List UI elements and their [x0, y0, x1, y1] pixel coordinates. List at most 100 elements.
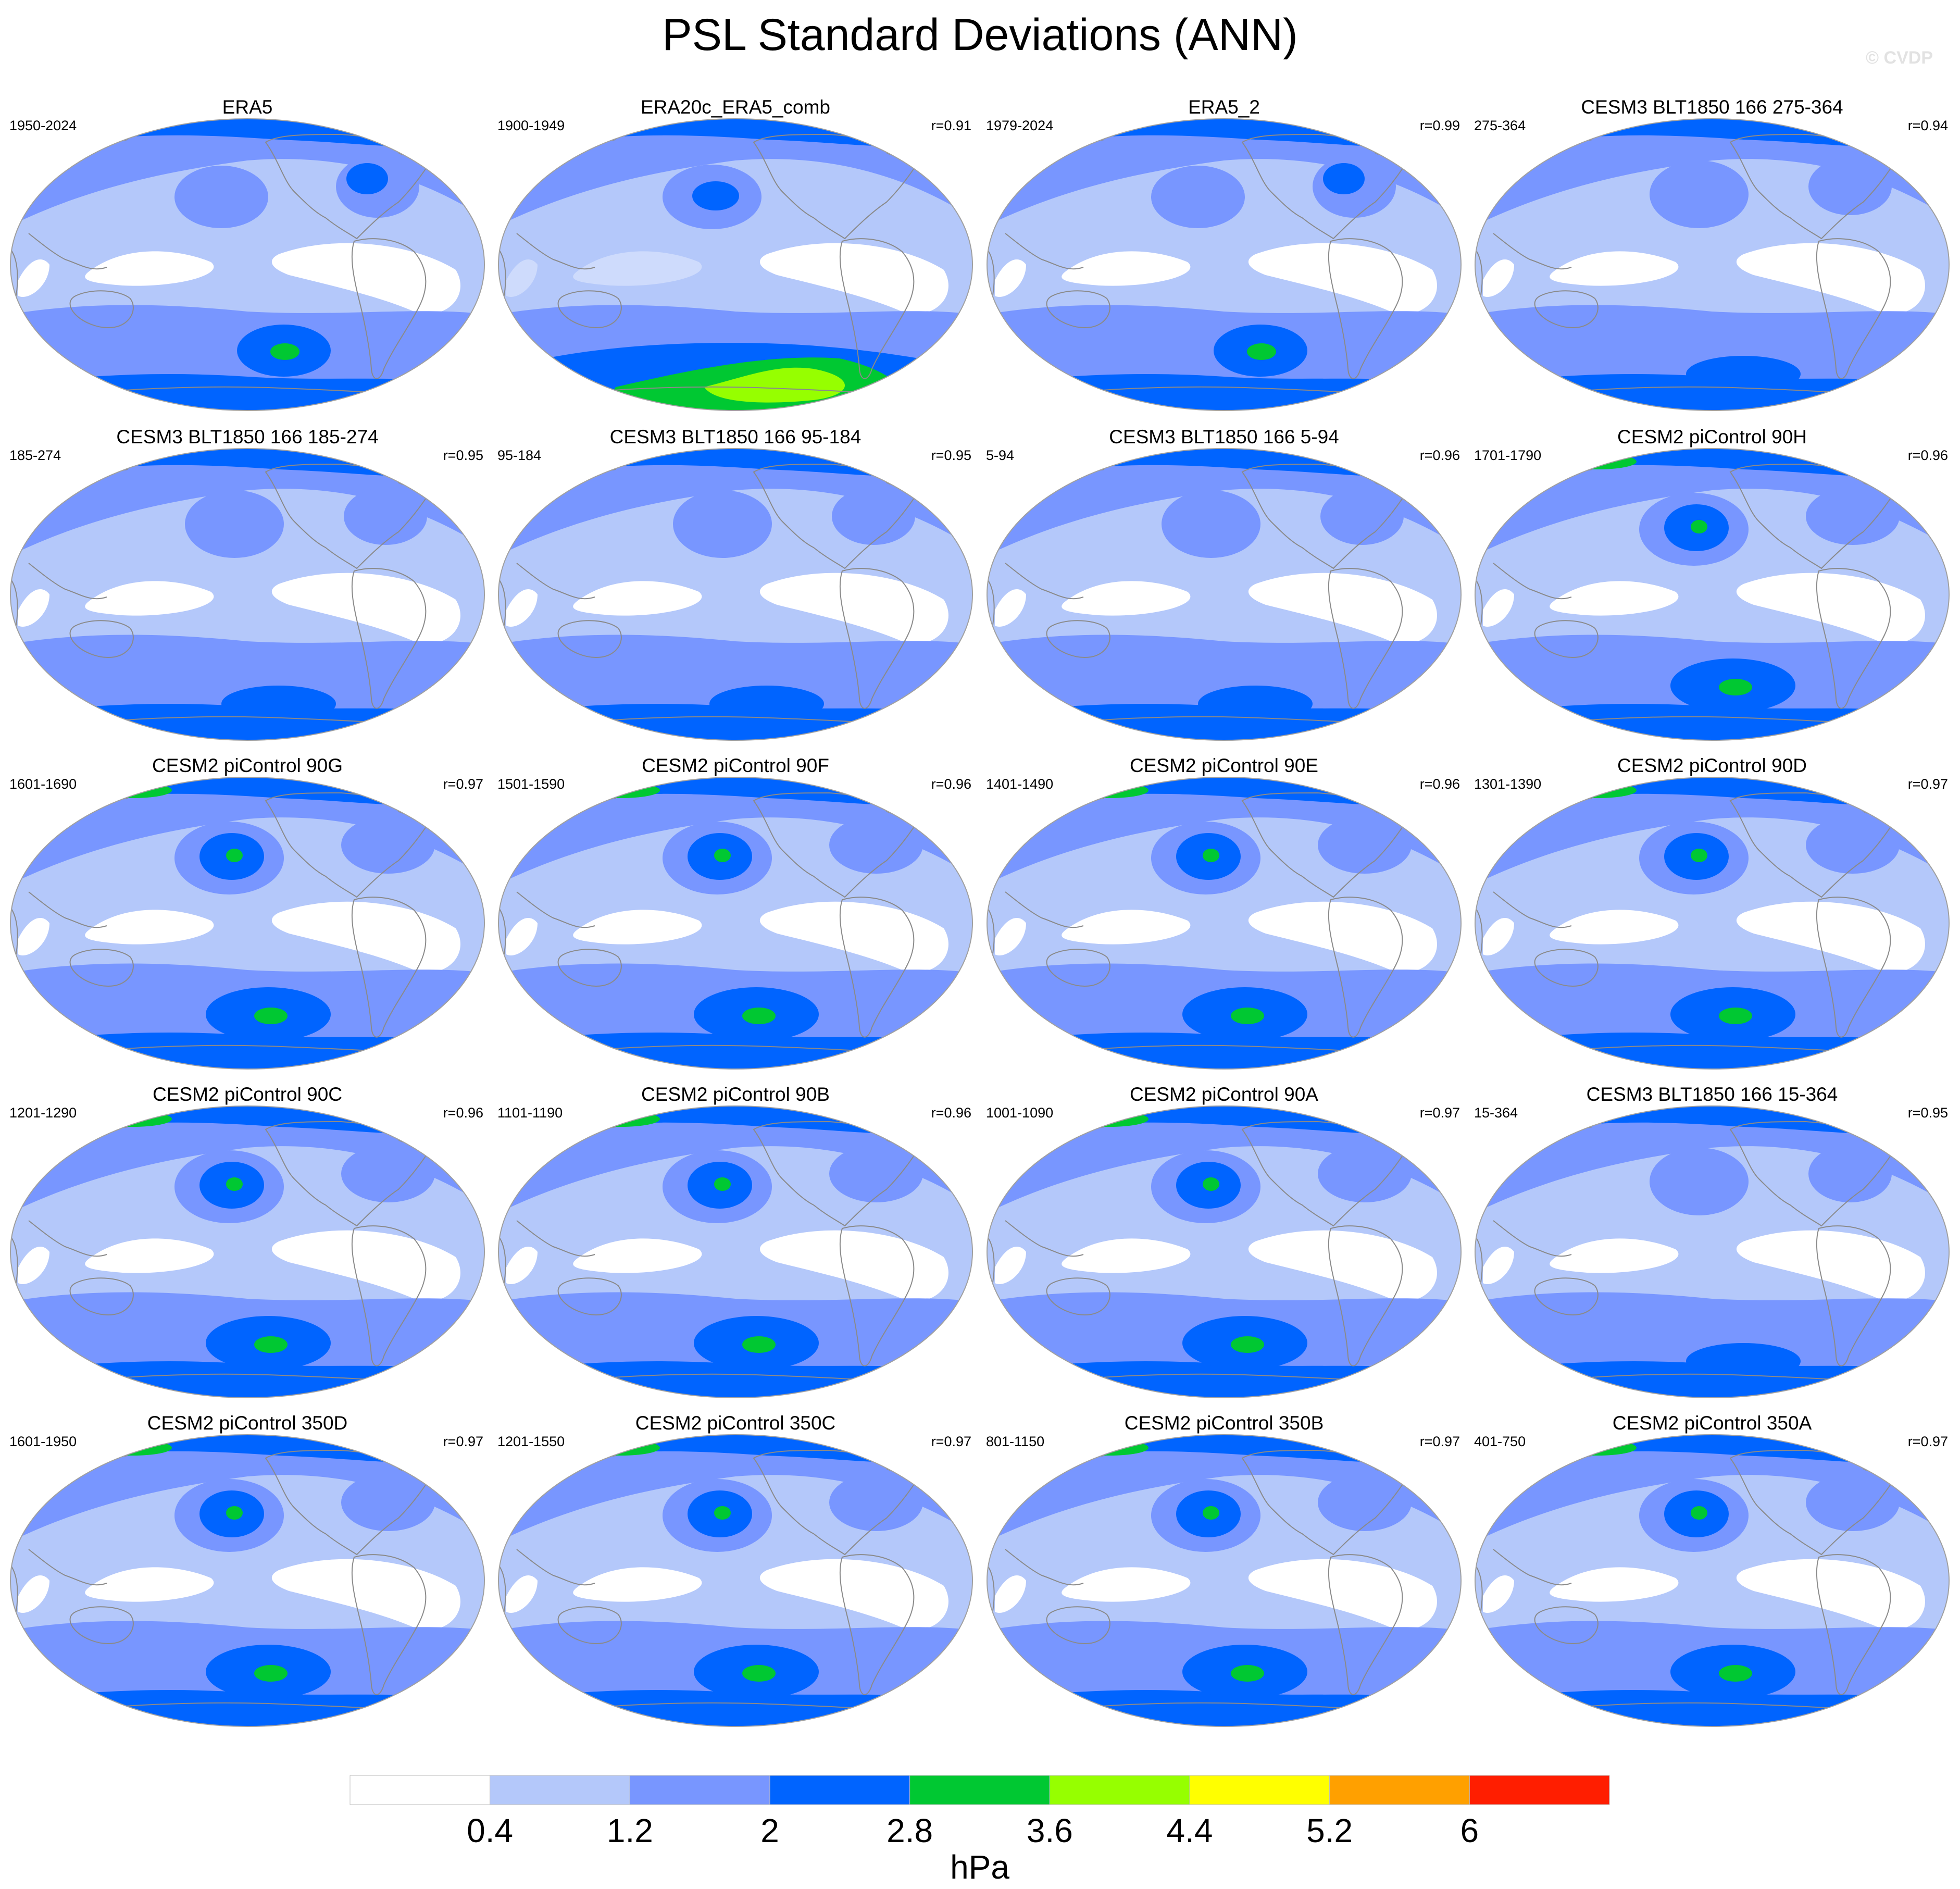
colorbar-units: hPa	[950, 1848, 1009, 1886]
map-frame	[987, 1434, 1462, 1727]
map-frame	[10, 1434, 485, 1727]
panel-correlation: r=0.97	[443, 776, 483, 792]
panel-correlation: r=0.96	[931, 776, 971, 792]
panel-title: CESM2 piControl 350C	[635, 1412, 836, 1434]
panel-years: 1979-2024	[986, 118, 1053, 133]
panel-title: CESM2 piControl 90D	[1617, 755, 1807, 776]
psl-stddev-contours	[10, 1435, 484, 1726]
panel-correlation: r=0.97	[1908, 1434, 1948, 1449]
panel-years: 1401-1490	[986, 776, 1053, 792]
panel-years: 15-364	[1474, 1105, 1518, 1121]
panel-correlation: r=0.94	[1908, 118, 1948, 133]
colorbar-swatch	[1469, 1775, 1610, 1805]
panel-title: CESM2 piControl 350A	[1613, 1412, 1812, 1434]
map-panel: CESM2 piControl 350A 401-750 r=0.97	[1474, 1412, 1950, 1727]
map-frame	[10, 1105, 485, 1398]
map-frame	[1475, 118, 1950, 411]
panel-title: CESM2 piControl 90C	[153, 1084, 342, 1105]
page-title: PSL Standard Deviations (ANN)	[662, 10, 1298, 60]
map-panel: ERA5 1950-2024	[9, 96, 485, 411]
colorbar-tick-label: 3.6	[1027, 1812, 1073, 1849]
panel-correlation: r=0.91	[931, 118, 971, 133]
panel-years: 1101-1190	[497, 1105, 563, 1121]
psl-stddev-contours	[1475, 1435, 1949, 1726]
psl-stddev-contours	[1475, 1106, 1949, 1398]
panel-correlation: r=0.95	[1908, 1105, 1948, 1121]
map-frame	[10, 118, 485, 411]
panel-title: CESM2 piControl 90F	[642, 755, 829, 776]
panel-title: CESM3 BLT1850 166 15-364	[1587, 1084, 1838, 1105]
panel-title: ERA20c_ERA5_comb	[641, 96, 830, 118]
panel-title: CESM2 piControl 90A	[1130, 1084, 1318, 1105]
panel-years: 1201-1550	[497, 1434, 565, 1449]
panel-title: CESM3 BLT1850 166 185-274	[116, 426, 378, 448]
panel-correlation: r=0.97	[1420, 1105, 1460, 1121]
panel-years: 5-94	[986, 448, 1014, 463]
panel-title: CESM2 piControl 350D	[147, 1412, 348, 1434]
panel-title: ERA5_2	[1188, 96, 1260, 118]
map-frame	[498, 1105, 973, 1398]
panel-years: 185-274	[9, 448, 61, 463]
colorbar-swatch	[490, 1775, 630, 1805]
map-panel-grid: ERA5 1950-2024 ERA20c_ERA5_comb 1900-1949 r=…	[9, 96, 1950, 1727]
map-frame	[498, 118, 973, 411]
panel-years: 1601-1950	[9, 1434, 77, 1449]
colorbar-swatch	[909, 1775, 1050, 1805]
map-frame	[1475, 1434, 1950, 1727]
psl-stddev-contours	[987, 777, 1461, 1069]
colorbar-swatch	[349, 1775, 491, 1805]
map-frame	[10, 777, 485, 1070]
map-frame	[498, 777, 973, 1070]
map-panel: CESM3 BLT1850 166 15-364 15-364 r=0.95	[1474, 1084, 1950, 1398]
panel-correlation: r=0.95	[931, 448, 971, 463]
panel-years: 1201-1290	[9, 1105, 77, 1121]
colorbar-tick-label: 2.8	[887, 1812, 933, 1849]
panel-correlation: r=0.95	[443, 448, 483, 463]
colorbar-tick-label: 6	[1460, 1812, 1479, 1849]
panel-title: CESM3 BLT1850 166 5-94	[1109, 426, 1339, 448]
map-panel: CESM2 piControl 90H 1701-1790 r=0.96	[1474, 426, 1950, 741]
panel-title: CESM3 BLT1850 166 95-184	[610, 426, 862, 448]
colorbar-swatch	[769, 1775, 910, 1805]
panel-years: 275-364	[1474, 118, 1526, 133]
panel-correlation: r=0.96	[443, 1105, 483, 1121]
panel-title: CESM3 BLT1850 166 275-364	[1581, 96, 1843, 118]
psl-stddev-contours	[1475, 777, 1949, 1069]
colorbar-swatch	[1049, 1775, 1190, 1805]
panel-title: ERA5	[222, 96, 273, 118]
colorbar-tick-label: 1.2	[607, 1812, 653, 1849]
map-frame	[987, 1105, 1462, 1398]
map-frame	[498, 448, 973, 741]
panel-title: CESM2 piControl 90H	[1617, 426, 1807, 448]
map-panel: CESM2 piControl 90E 1401-1490 r=0.96	[986, 755, 1462, 1070]
psl-stddev-contours	[498, 1106, 972, 1398]
panel-correlation: r=0.97	[1908, 776, 1948, 792]
map-panel: CESM2 piControl 90B 1101-1190 r=0.96	[497, 1084, 973, 1398]
colorbar-tick-label: 2	[760, 1812, 779, 1849]
map-panel: CESM2 piControl 350D 1601-1950 r=0.97	[9, 1412, 485, 1727]
panel-title: CESM2 piControl 350B	[1125, 1412, 1324, 1434]
watermark: © CVDP	[1866, 48, 1933, 68]
colorbar-tick-label: 4.4	[1167, 1812, 1213, 1849]
map-frame	[498, 1434, 973, 1727]
panel-years: 95-184	[497, 448, 541, 463]
psl-stddev-contours	[1475, 119, 1949, 411]
panel-years: 1950-2024	[9, 118, 77, 133]
map-panel: CESM3 BLT1850 166 275-364 275-364 r=0.94	[1474, 96, 1950, 411]
psl-stddev-contours	[1475, 449, 1949, 740]
colorbar-tick-label: 0.4	[467, 1812, 513, 1849]
map-panel: CESM3 BLT1850 166 95-184 95-184 r=0.95	[497, 426, 973, 741]
colorbar-swatch	[1189, 1775, 1330, 1805]
panel-correlation: r=0.97	[1420, 1434, 1460, 1449]
psl-stddev-contours	[987, 119, 1461, 411]
panel-years: 1900-1949	[497, 118, 565, 133]
colorbar-swatch	[629, 1775, 770, 1805]
map-frame	[987, 777, 1462, 1070]
psl-stddev-contours	[10, 119, 484, 411]
colorbar-tick-label: 5.2	[1306, 1812, 1353, 1849]
panel-title: CESM2 piControl 90E	[1130, 755, 1318, 776]
panel-correlation: r=0.96	[931, 1105, 971, 1121]
panel-correlation: r=0.96	[1908, 448, 1948, 463]
map-frame	[987, 118, 1462, 411]
